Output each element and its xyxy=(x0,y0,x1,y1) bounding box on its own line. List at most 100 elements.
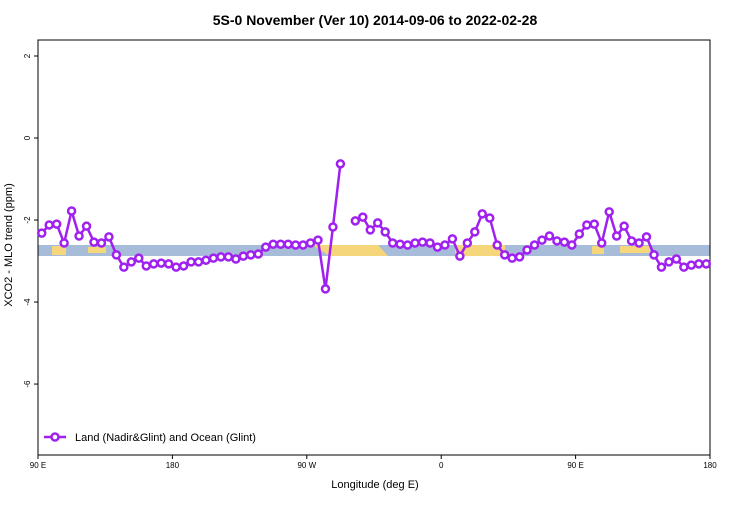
point xyxy=(656,262,667,272)
point xyxy=(537,235,547,245)
point xyxy=(350,216,361,226)
point xyxy=(455,251,465,261)
point xyxy=(514,252,525,262)
point xyxy=(432,242,443,252)
point xyxy=(679,262,689,272)
point xyxy=(574,229,585,239)
point xyxy=(671,254,682,264)
point xyxy=(596,238,607,248)
point xyxy=(260,242,271,252)
point xyxy=(440,240,450,250)
point xyxy=(104,232,114,242)
plot-frame xyxy=(37,39,711,456)
point xyxy=(649,250,659,260)
point xyxy=(208,253,219,263)
point xyxy=(559,237,570,247)
point xyxy=(582,220,592,230)
point xyxy=(36,228,47,238)
point xyxy=(134,253,144,263)
point xyxy=(186,257,196,267)
point xyxy=(492,240,502,250)
point xyxy=(163,259,174,269)
point xyxy=(626,236,637,246)
point xyxy=(552,236,562,246)
point xyxy=(395,239,405,249)
point xyxy=(619,221,629,231)
point xyxy=(417,237,428,247)
point xyxy=(253,249,264,259)
point xyxy=(320,284,331,294)
point xyxy=(305,238,316,248)
point xyxy=(156,258,166,268)
point xyxy=(148,259,159,269)
point xyxy=(634,238,644,248)
point xyxy=(193,257,204,267)
point xyxy=(402,240,413,250)
point xyxy=(178,261,189,271)
point xyxy=(66,206,77,216)
point xyxy=(275,239,286,249)
point xyxy=(604,207,614,217)
x-tick-label: 180 xyxy=(703,461,717,470)
x-tick-label: 90 E xyxy=(30,461,46,470)
point xyxy=(81,221,92,231)
point xyxy=(694,259,704,269)
x-tick-label: 0 xyxy=(439,461,444,470)
y-tick-label: -2 xyxy=(23,216,32,224)
x-tick-label: 90 W xyxy=(297,461,316,470)
point xyxy=(268,239,278,249)
point xyxy=(328,222,338,232)
point xyxy=(238,251,249,261)
point xyxy=(410,238,420,248)
point xyxy=(641,232,652,242)
point xyxy=(59,238,69,248)
y-tick-label: 0 xyxy=(23,135,32,140)
series-line xyxy=(40,163,707,290)
chart-title: 5S-0 November (Ver 10) 2014-09-06 to 202… xyxy=(213,12,538,28)
point xyxy=(522,245,532,255)
x-tick-label: 180 xyxy=(166,461,180,470)
point xyxy=(447,234,458,244)
point xyxy=(365,225,376,235)
point xyxy=(544,231,555,241)
point xyxy=(380,227,390,237)
y-axis-label: XCO2 - MLO trend (ppm) xyxy=(3,183,15,306)
point xyxy=(701,259,712,269)
point xyxy=(611,231,622,241)
point xyxy=(171,262,181,272)
point xyxy=(51,219,62,229)
point xyxy=(567,240,577,250)
point xyxy=(44,220,54,230)
point xyxy=(111,250,122,260)
point xyxy=(507,253,517,263)
legend-label: Land (Nadir&Glint) and Ocean (Glint) xyxy=(75,432,256,444)
point xyxy=(499,250,510,260)
point xyxy=(387,238,398,248)
point xyxy=(216,252,226,262)
point xyxy=(119,262,129,272)
point xyxy=(313,235,323,245)
y-tick-label: -4 xyxy=(23,298,32,306)
x-axis-label: Longitude (deg E) xyxy=(331,479,418,491)
y-tick-label: 2 xyxy=(23,53,32,58)
point xyxy=(664,257,674,267)
point xyxy=(335,159,346,169)
point xyxy=(372,218,383,228)
point xyxy=(477,209,488,219)
x-tick-label: 90 E xyxy=(567,461,583,470)
point xyxy=(201,255,211,265)
point xyxy=(126,257,137,267)
point xyxy=(246,250,256,260)
point xyxy=(74,231,84,241)
point xyxy=(462,238,473,248)
point xyxy=(89,237,99,247)
legend-marker xyxy=(50,432,60,442)
point xyxy=(283,239,293,249)
point xyxy=(223,252,234,262)
y-tick-label: -6 xyxy=(23,380,32,388)
point xyxy=(686,260,697,270)
point xyxy=(425,238,435,248)
point xyxy=(470,227,480,237)
point xyxy=(96,238,107,248)
